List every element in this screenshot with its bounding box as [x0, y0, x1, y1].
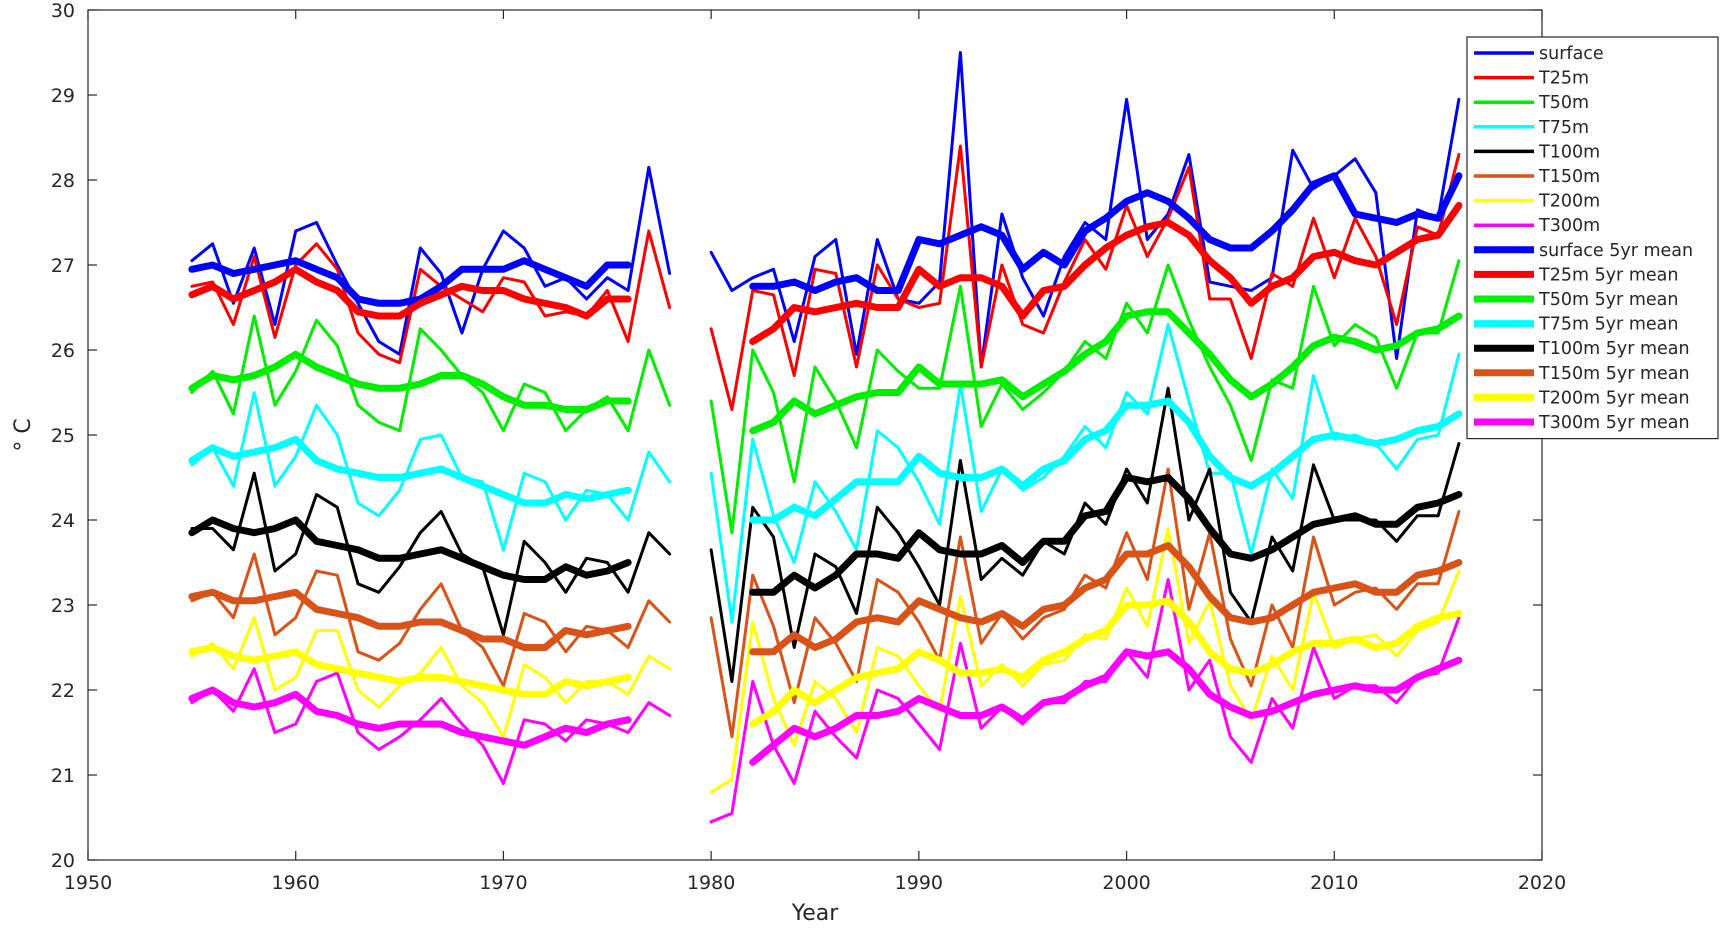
series-t200m-5yr-mean — [188, 597, 1463, 728]
series-line-segment — [749, 597, 1463, 728]
y-tick-label: 21 — [51, 765, 75, 787]
legend-entry-label: T150m — [1538, 167, 1600, 187]
series-line-segment — [190, 165, 672, 356]
series-t75m — [190, 323, 1461, 624]
y-tick-label: 24 — [51, 510, 75, 532]
series-line-segment — [749, 648, 1463, 766]
series-line-segment — [749, 308, 1463, 435]
y-tick-label: 27 — [51, 255, 75, 277]
series-line-segment — [190, 667, 672, 785]
series-line-segment — [709, 259, 1461, 535]
series-line-segment — [749, 202, 1463, 345]
y-tick-label: 23 — [51, 595, 75, 617]
x-tick-label: 1960 — [272, 872, 320, 894]
y-tick-label: 28 — [51, 170, 75, 192]
series-line-segment — [190, 391, 672, 552]
y-tick-label: 22 — [51, 680, 75, 702]
series-t25m-5yr-mean — [188, 202, 1463, 345]
series-t300m-5yr-mean — [188, 648, 1463, 766]
series-surface-5yr-mean — [188, 172, 1463, 307]
x-tick-label: 1990 — [895, 872, 943, 894]
series-line-segment — [188, 257, 632, 307]
y-tick-label: 30 — [51, 0, 75, 22]
x-tick-label: 2010 — [1310, 872, 1358, 894]
legend-entry-label: surface 5yr mean — [1539, 241, 1693, 261]
series-t300m — [190, 578, 1461, 824]
legend-entry-label: T150m 5yr mean — [1538, 364, 1690, 384]
legend: surface T25m T50m T75m T100m T150m T200m T300m s… — [1466, 36, 1719, 440]
y-tick-label: 20 — [51, 850, 75, 872]
series-t50m-5yr-mean — [188, 308, 1463, 435]
series-line-segment — [190, 471, 672, 637]
plot-series-group — [188, 51, 1463, 824]
x-tick-label: 2000 — [1102, 872, 1150, 894]
legend-entry-label: T25m 5yr mean — [1538, 265, 1678, 285]
legend-entry-label: T25m — [1538, 69, 1589, 89]
y-tick-label: 29 — [51, 85, 75, 107]
series-line-segment — [188, 686, 632, 749]
series-line-segment — [188, 644, 632, 698]
x-axis-title: Year — [791, 901, 840, 926]
y-tick-label: 26 — [51, 340, 75, 362]
series-line-segment — [188, 265, 632, 320]
series-line-segment — [709, 144, 1461, 411]
x-tick-label: 1950 — [64, 872, 112, 894]
series-line-segment — [749, 172, 1463, 294]
series-t150m — [190, 467, 1461, 739]
legend-entry-label: T75m 5yr mean — [1538, 315, 1678, 335]
series-line-segment — [190, 616, 672, 739]
legend-entry-label: T50m 5yr mean — [1538, 290, 1678, 310]
legend-entry-label: T50m — [1538, 93, 1589, 113]
series-t75m-5yr-mean — [188, 397, 1463, 524]
series-line-segment — [709, 323, 1461, 624]
series-line-segment — [188, 350, 632, 413]
series-line-segment — [749, 397, 1463, 524]
series-line-segment — [188, 516, 632, 583]
legend-entry-label: T100m 5yr mean — [1538, 339, 1690, 359]
series-t100m-5yr-mean — [188, 474, 1463, 596]
legend-entry-label: T75m — [1538, 118, 1589, 138]
x-tick-label: 2020 — [1518, 872, 1566, 894]
x-tick-label: 1970 — [479, 872, 527, 894]
series-line-segment — [709, 467, 1461, 739]
legend-entry-label: T200m — [1538, 192, 1600, 212]
series-line-segment — [190, 552, 672, 688]
legend-entry-label: T200m 5yr mean — [1538, 388, 1690, 408]
series-line-segment — [749, 542, 1463, 656]
series-line-segment — [188, 435, 632, 507]
x-tick-label: 1980 — [687, 872, 735, 894]
legend-entry-label: T300m — [1538, 216, 1600, 236]
axis-ticks-group: 1950 1960 1970 1980 1990 2000 2010 202020212223… — [51, 0, 1566, 894]
y-tick-label: 25 — [51, 425, 75, 447]
series-line-segment — [749, 474, 1463, 596]
legend-entry-label: surface — [1539, 44, 1604, 64]
series-line-segment — [188, 588, 632, 651]
series-line-segment — [709, 527, 1461, 794]
series-t150m-5yr-mean — [188, 542, 1463, 656]
series-t200m — [190, 527, 1461, 794]
legend-entry-label: T300m 5yr mean — [1538, 413, 1690, 433]
legend-entry-label: T100m — [1538, 142, 1600, 162]
y-axis-title: ° C — [11, 418, 36, 451]
series-line-segment — [709, 578, 1461, 824]
